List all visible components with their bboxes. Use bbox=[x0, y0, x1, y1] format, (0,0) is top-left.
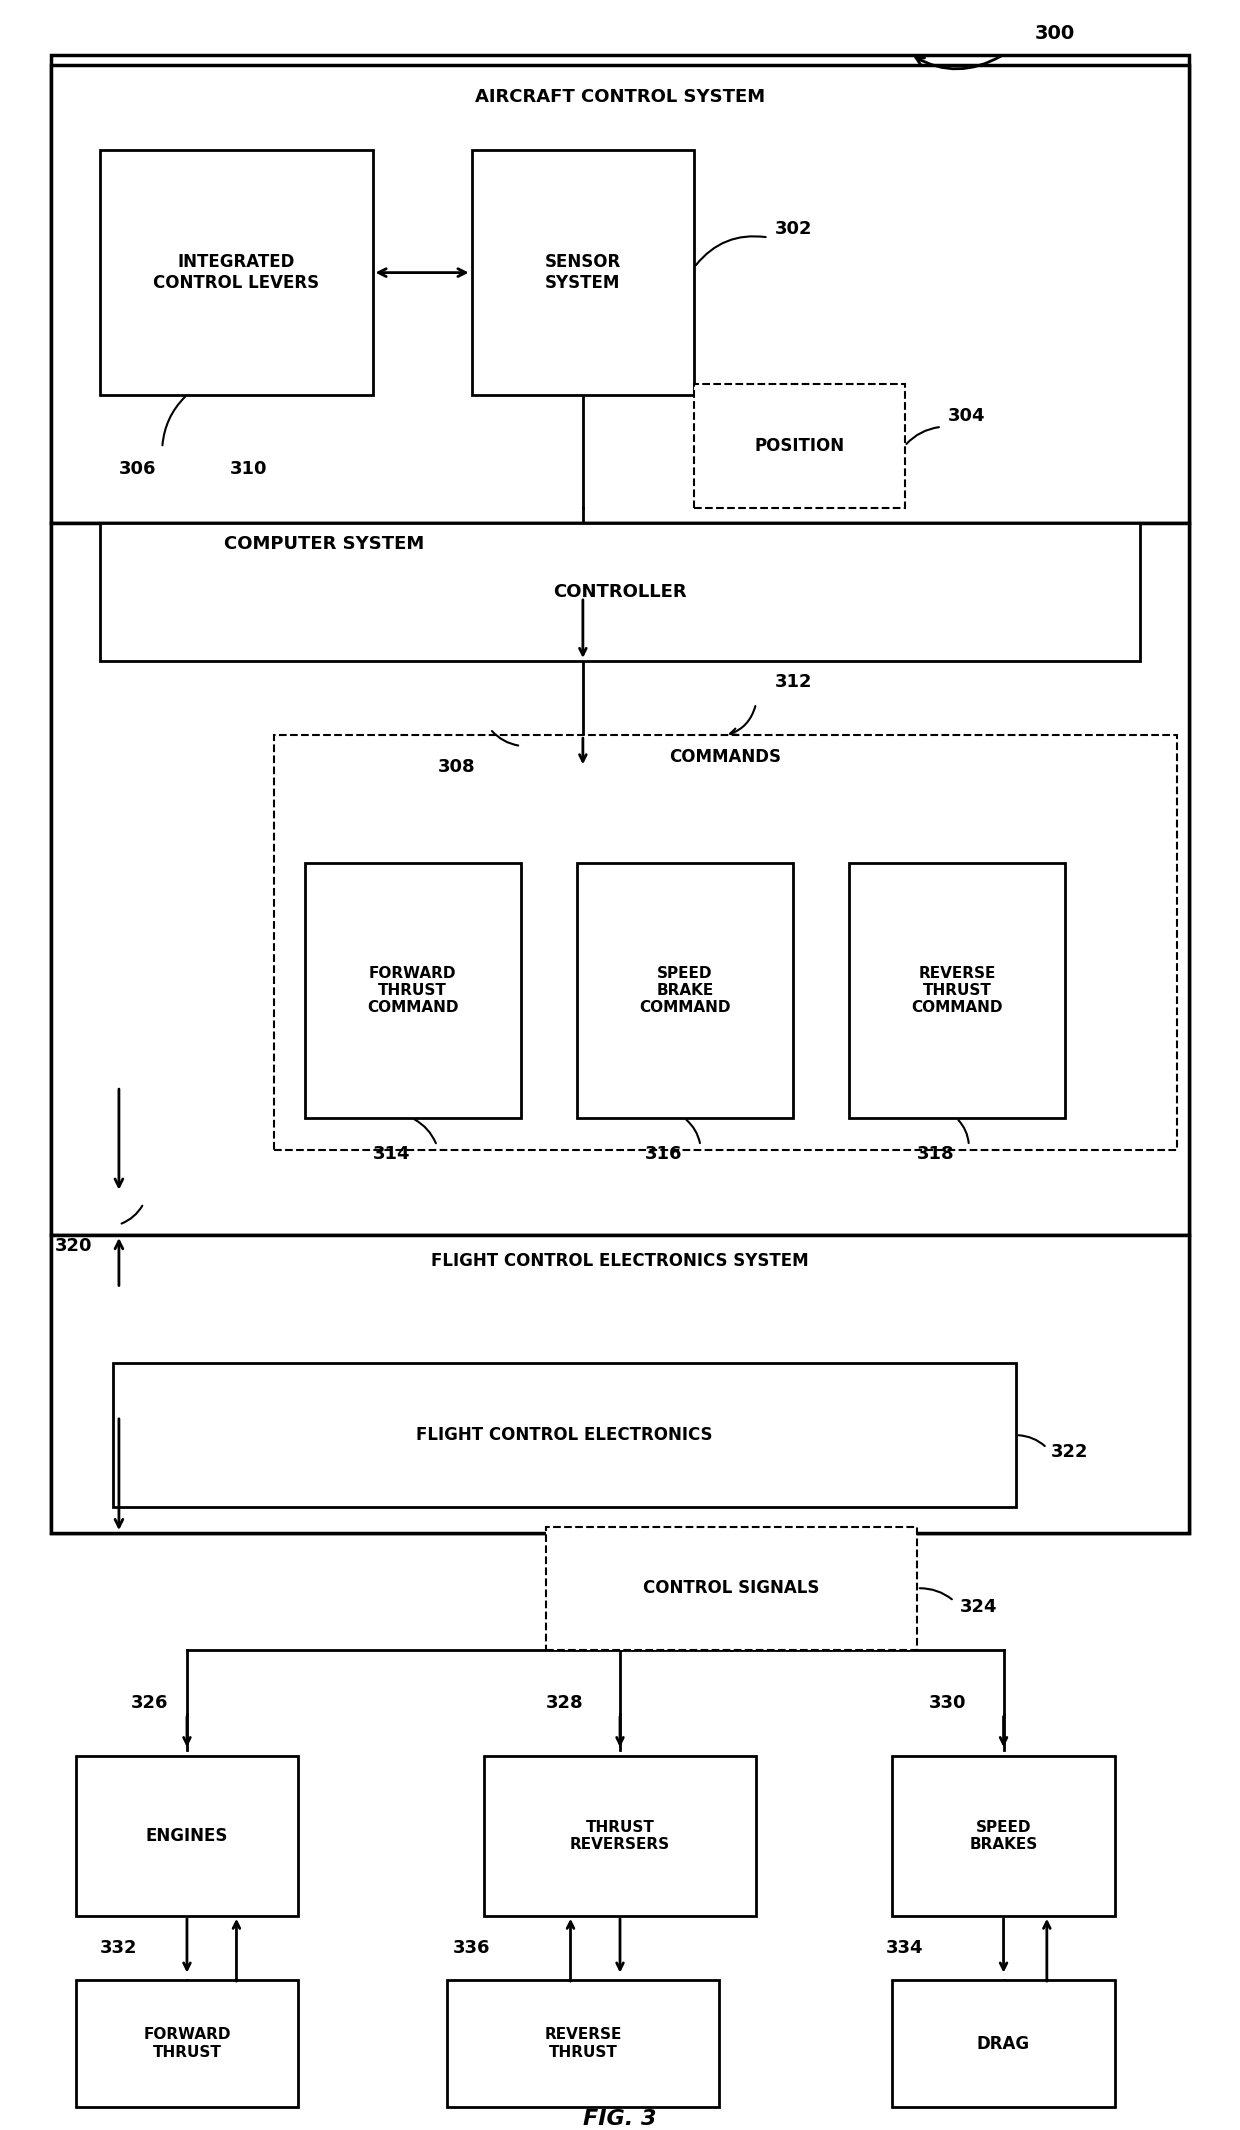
FancyBboxPatch shape bbox=[893, 1979, 1115, 2107]
Text: FORWARD
THRUST: FORWARD THRUST bbox=[144, 2028, 231, 2060]
Text: SPEED
BRAKE
COMMAND: SPEED BRAKE COMMAND bbox=[639, 965, 730, 1016]
Text: THRUST
REVERSERS: THRUST REVERSERS bbox=[570, 1819, 670, 1853]
Text: 306: 306 bbox=[119, 460, 156, 479]
FancyBboxPatch shape bbox=[51, 522, 1189, 1235]
Text: REVERSE
THRUST
COMMAND: REVERSE THRUST COMMAND bbox=[911, 965, 1003, 1016]
Text: 320: 320 bbox=[55, 1238, 92, 1255]
Text: 312: 312 bbox=[775, 673, 812, 690]
FancyBboxPatch shape bbox=[51, 66, 1189, 522]
Text: FORWARD
THRUST
COMMAND: FORWARD THRUST COMMAND bbox=[367, 965, 459, 1016]
FancyBboxPatch shape bbox=[113, 1363, 1016, 1508]
FancyBboxPatch shape bbox=[76, 1979, 299, 2107]
Text: FLIGHT CONTROL ELECTRONICS SYSTEM: FLIGHT CONTROL ELECTRONICS SYSTEM bbox=[432, 1252, 808, 1269]
Text: COMMANDS: COMMANDS bbox=[670, 748, 781, 765]
Text: 330: 330 bbox=[929, 1693, 967, 1713]
Text: 326: 326 bbox=[131, 1693, 169, 1713]
FancyBboxPatch shape bbox=[51, 1235, 1189, 1534]
Text: 310: 310 bbox=[231, 460, 268, 479]
Text: 322: 322 bbox=[1050, 1444, 1087, 1461]
Text: FIG. 3: FIG. 3 bbox=[583, 2109, 657, 2128]
FancyBboxPatch shape bbox=[100, 522, 1140, 660]
Text: INTEGRATED
CONTROL LEVERS: INTEGRATED CONTROL LEVERS bbox=[154, 253, 320, 292]
Text: CONTROL SIGNALS: CONTROL SIGNALS bbox=[644, 1578, 820, 1598]
FancyBboxPatch shape bbox=[849, 863, 1065, 1118]
Text: DRAG: DRAG bbox=[977, 2034, 1030, 2053]
Text: SENSOR
SYSTEM: SENSOR SYSTEM bbox=[544, 253, 621, 292]
Text: POSITION: POSITION bbox=[754, 437, 844, 456]
FancyBboxPatch shape bbox=[76, 1757, 299, 1915]
FancyBboxPatch shape bbox=[274, 735, 1177, 1150]
FancyBboxPatch shape bbox=[893, 1757, 1115, 1915]
FancyBboxPatch shape bbox=[577, 863, 794, 1118]
Text: CONTROLLER: CONTROLLER bbox=[553, 584, 687, 601]
Text: AIRCRAFT CONTROL SYSTEM: AIRCRAFT CONTROL SYSTEM bbox=[475, 87, 765, 106]
FancyBboxPatch shape bbox=[546, 1527, 916, 1651]
FancyBboxPatch shape bbox=[305, 863, 521, 1118]
Text: 334: 334 bbox=[885, 1938, 924, 1957]
Text: 324: 324 bbox=[960, 1598, 998, 1617]
Text: 308: 308 bbox=[438, 758, 475, 775]
Text: 336: 336 bbox=[453, 1938, 490, 1957]
Text: 300: 300 bbox=[1034, 23, 1075, 43]
FancyBboxPatch shape bbox=[484, 1757, 756, 1915]
Text: 314: 314 bbox=[372, 1146, 410, 1163]
Text: FLIGHT CONTROL ELECTRONICS: FLIGHT CONTROL ELECTRONICS bbox=[417, 1427, 713, 1444]
Text: REVERSE
THRUST: REVERSE THRUST bbox=[544, 2028, 621, 2060]
Text: 318: 318 bbox=[916, 1146, 955, 1163]
Text: 328: 328 bbox=[546, 1693, 583, 1713]
FancyBboxPatch shape bbox=[446, 1979, 719, 2107]
Text: 302: 302 bbox=[775, 219, 812, 239]
FancyBboxPatch shape bbox=[471, 151, 694, 394]
Text: 304: 304 bbox=[947, 407, 986, 426]
Text: ENGINES: ENGINES bbox=[146, 1828, 228, 1845]
Text: 316: 316 bbox=[645, 1146, 682, 1163]
FancyBboxPatch shape bbox=[694, 383, 904, 507]
Text: COMPUTER SYSTEM: COMPUTER SYSTEM bbox=[224, 535, 424, 554]
FancyBboxPatch shape bbox=[100, 151, 372, 394]
Text: 332: 332 bbox=[100, 1938, 138, 1957]
Text: SPEED
BRAKES: SPEED BRAKES bbox=[970, 1819, 1038, 1853]
